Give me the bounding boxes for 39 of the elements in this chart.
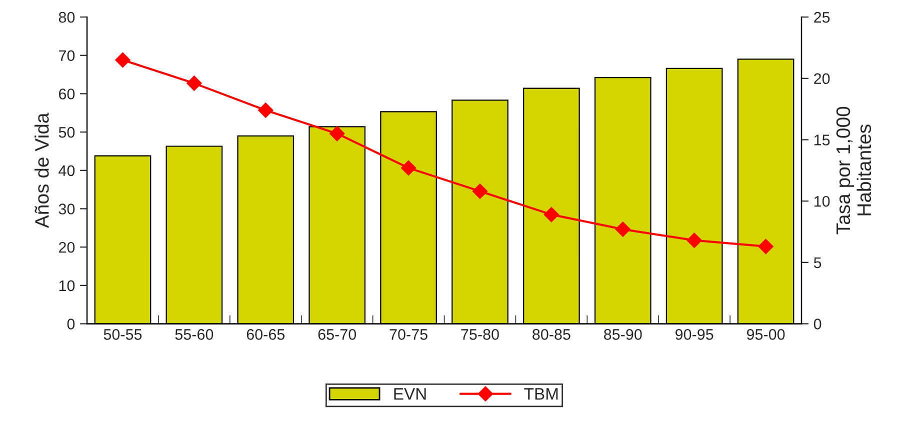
y-tick-label: 80	[58, 12, 75, 23]
y-tick-label: 30	[58, 204, 75, 214]
x-tick-label: 95-00	[746, 329, 785, 340]
point	[115, 52, 130, 68]
x-tick-label: 60-65	[246, 329, 285, 340]
x-tick-label: 85-90	[604, 329, 642, 340]
point	[544, 207, 559, 222]
point	[330, 126, 345, 142]
y-tick-label: 40	[58, 165, 75, 176]
point	[615, 222, 630, 237]
point	[186, 76, 202, 91]
point	[400, 160, 416, 176]
x-tick-label: 50-55	[104, 329, 142, 340]
y-tick-label: 20	[58, 242, 75, 253]
point	[758, 238, 774, 254]
y-tick-label: 0	[67, 318, 75, 330]
point	[472, 184, 488, 199]
legend-label: TBM	[524, 388, 558, 400]
x-tick-label: 90-95	[676, 329, 714, 340]
y2-tick-label: 25	[814, 12, 830, 23]
x-tick-label: 70-75	[390, 329, 428, 340]
y-tick-label: 50	[58, 126, 75, 138]
y2-tick-label: 15	[814, 134, 830, 146]
y2-tick-label: 0	[814, 318, 822, 330]
point	[258, 102, 274, 118]
y2-tick-label: 20	[814, 73, 830, 84]
y-tick-label: 10	[59, 280, 75, 292]
legend-label: EVN	[394, 388, 426, 400]
y-tick-label: 70	[59, 50, 75, 62]
x-tick-label: 75-80	[461, 329, 499, 340]
point	[686, 232, 702, 248]
y2-tick-label: 5	[814, 257, 822, 268]
y2-tick-label: 10	[814, 196, 830, 207]
x-tick-label: 65-70	[318, 329, 356, 340]
x-tick-label: 80-85	[532, 329, 570, 340]
y-axis-title: Años de Vida	[34, 112, 49, 228]
x-tick-label: 55-60	[175, 329, 214, 340]
y-tick-label: 60	[59, 88, 75, 100]
y2-axis-title: Tasa por 1,000 Habitantes	[836, 106, 872, 234]
